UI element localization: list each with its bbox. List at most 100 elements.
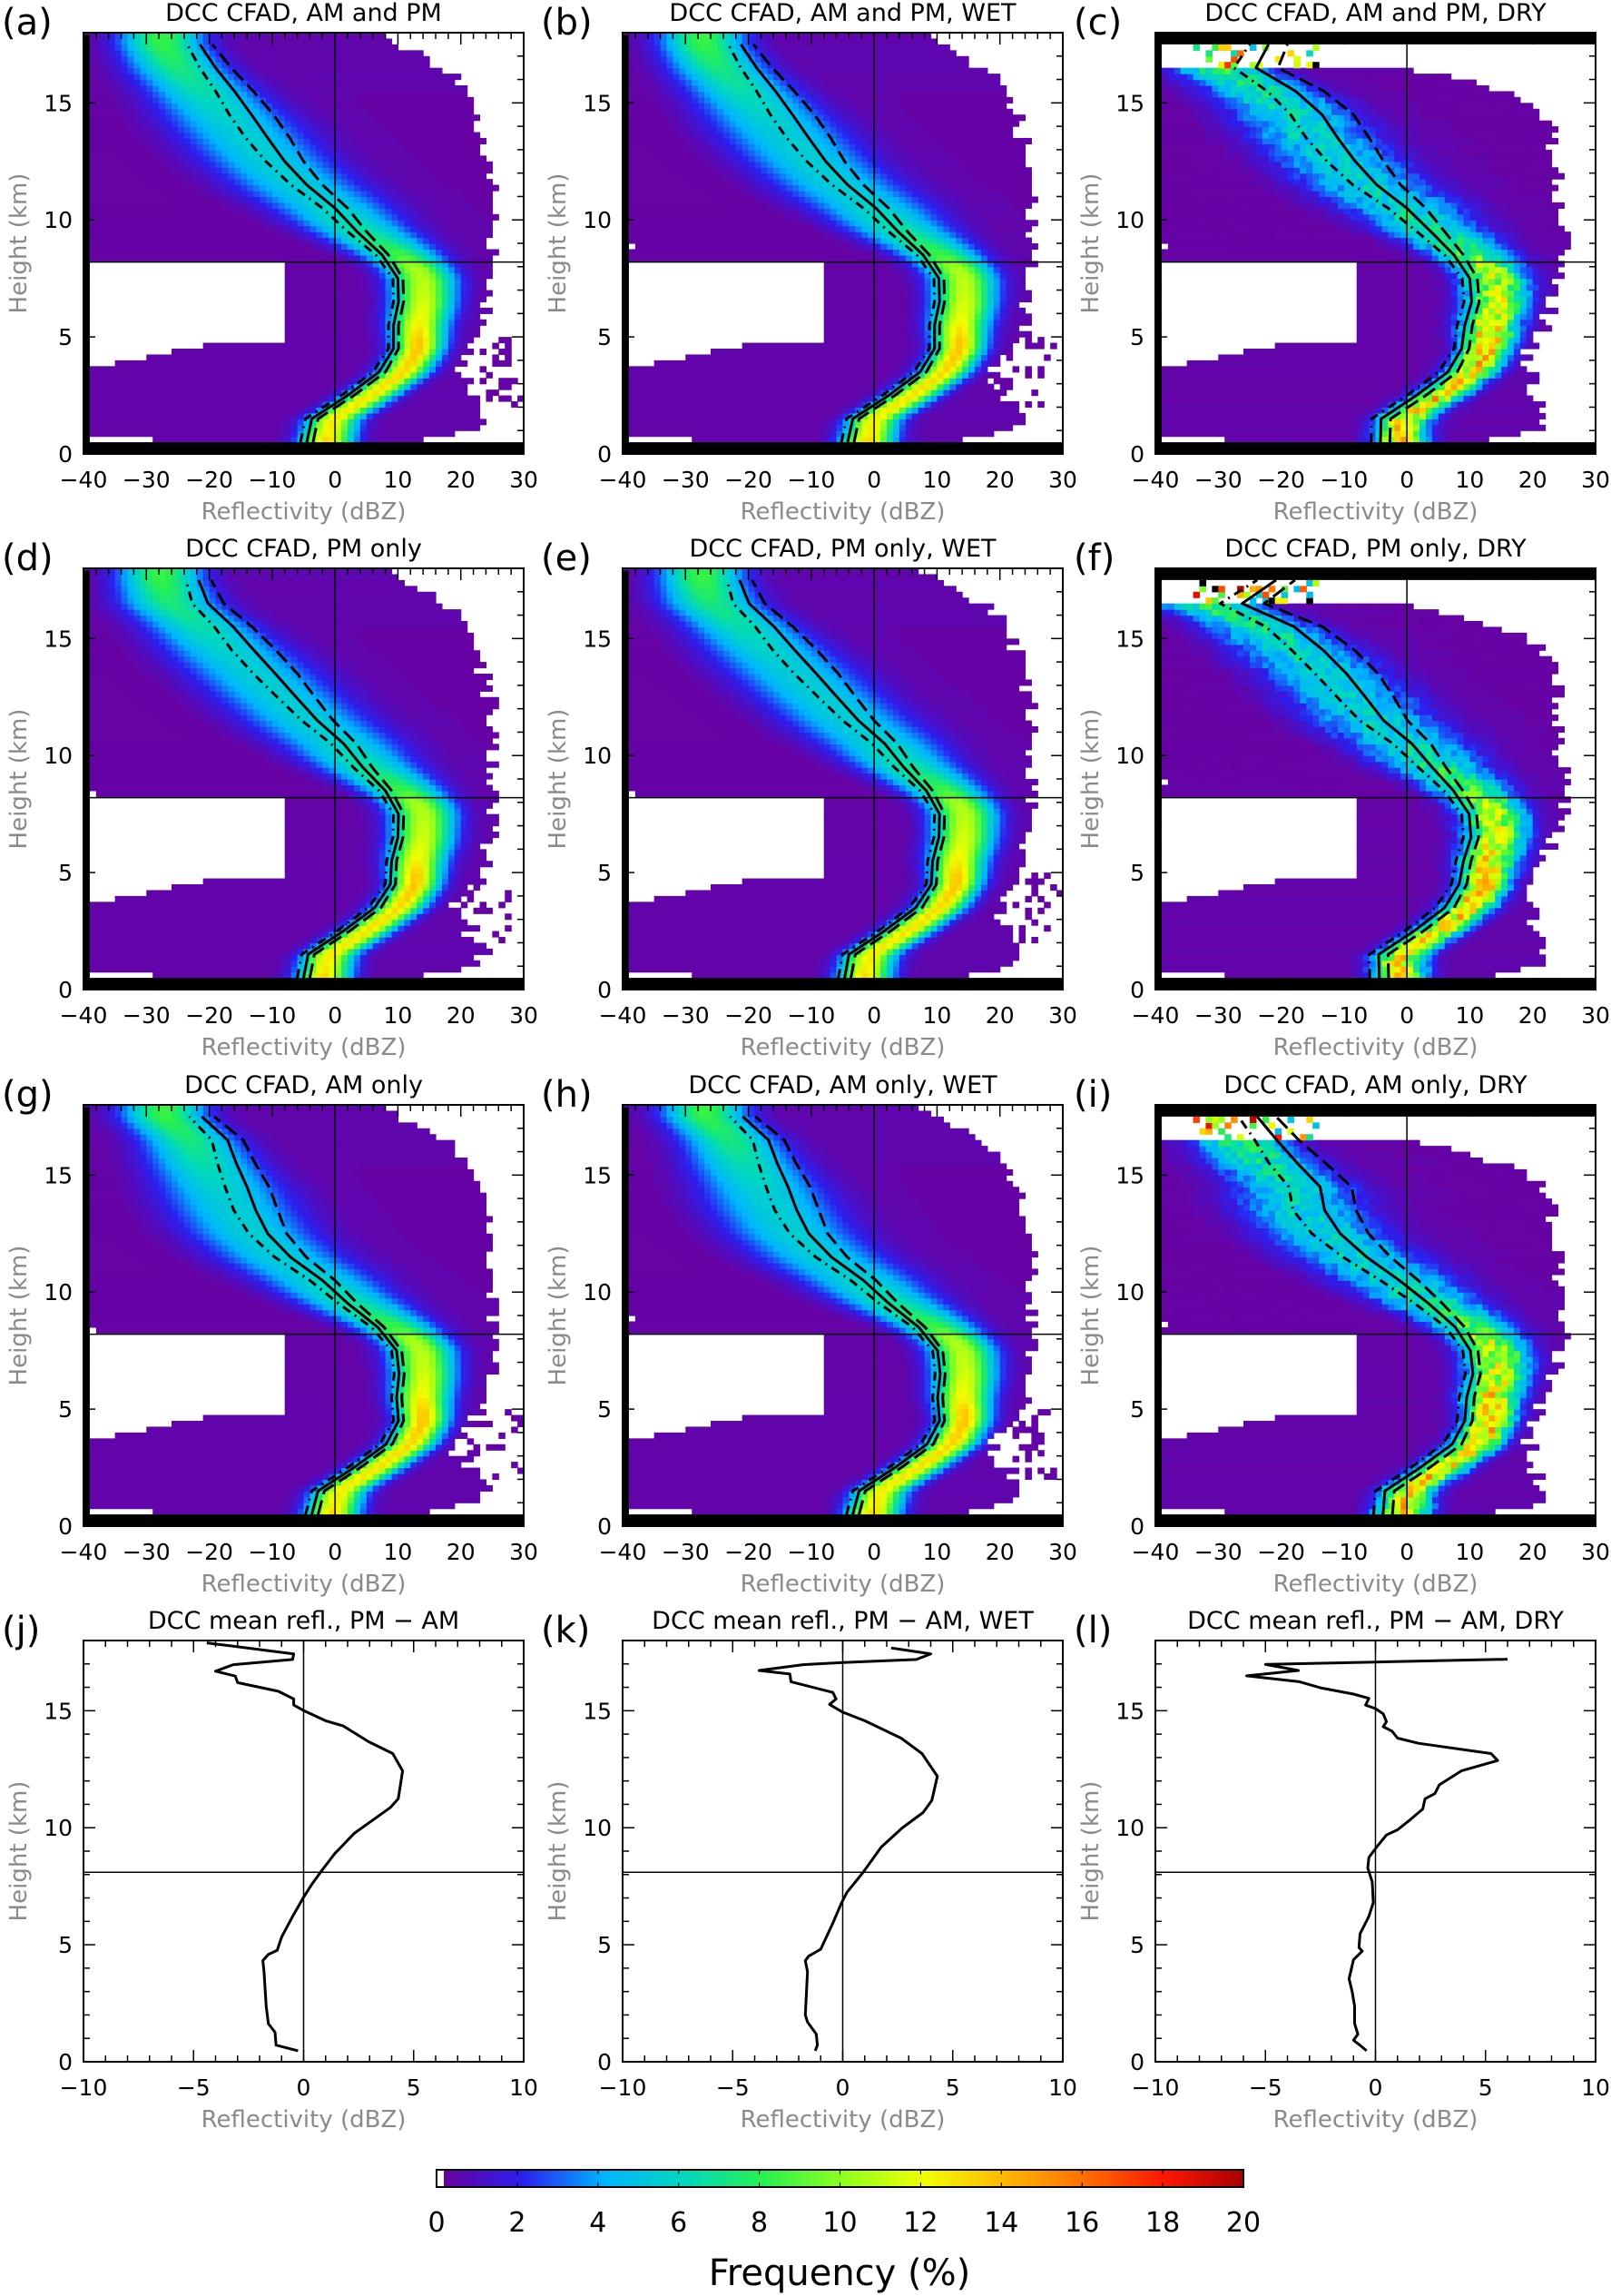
heatmap-cell (285, 430, 292, 437)
heatmap-cell (1458, 167, 1489, 173)
heatmap-cell (830, 425, 838, 431)
heatmap-cell (1288, 220, 1295, 226)
heatmap-cell (367, 401, 374, 408)
heatmap-cell (398, 185, 410, 192)
heatmap-cell (1432, 313, 1439, 320)
heatmap-cell (861, 419, 869, 425)
heatmap-cell (773, 179, 781, 185)
heatmap-cell (962, 343, 969, 350)
heatmap-cell (811, 214, 819, 221)
heatmap-cell (386, 279, 393, 285)
heatmap-cell (253, 74, 260, 80)
heatmap-cell (1508, 360, 1515, 367)
heatmap-cell (968, 325, 976, 331)
heatmap-cell (461, 313, 468, 320)
heatmap-cell (436, 360, 443, 367)
heatmap-cell (1445, 301, 1452, 308)
heatmap-cell (146, 91, 153, 97)
heatmap-cell (1432, 191, 1439, 197)
heatmap-cell (360, 279, 368, 285)
heatmap-cell (128, 38, 135, 44)
heatmap-cell (1445, 238, 1458, 244)
heatmap-cell (354, 401, 361, 408)
heatmap-cell (968, 255, 976, 261)
heatmap-cell (918, 167, 931, 173)
heatmap-cell (90, 249, 323, 255)
heatmap-cell (498, 378, 517, 384)
heatmap-cell (404, 360, 411, 367)
heatmap-cell (767, 162, 774, 168)
heatmap-cell (386, 185, 398, 192)
heatmap-cell (1533, 291, 1540, 297)
heatmap-cell (975, 378, 982, 384)
heatmap-cell (704, 50, 717, 56)
heatmap-cell (767, 179, 774, 185)
heatmap-cell (824, 80, 1001, 86)
heatmap-cell (755, 196, 768, 202)
heatmap-cell (455, 313, 462, 320)
heatmap-cell (335, 191, 342, 197)
heatmap-cell (316, 138, 323, 144)
heatmap-cell (1514, 279, 1521, 285)
heatmap-cell (1501, 349, 1508, 355)
heatmap-cell (373, 407, 380, 413)
heatmap-cell (1469, 255, 1477, 261)
heatmap-cell (918, 284, 926, 291)
heatmap-cell (956, 214, 963, 221)
heatmap-cell (392, 366, 399, 372)
heatmap-cell (1300, 196, 1307, 202)
heatmap-cell (968, 284, 976, 291)
heatmap-cell (386, 232, 393, 238)
heatmap-cell (1250, 238, 1262, 244)
heatmap-cell (1476, 325, 1483, 331)
heatmap-cell (1312, 185, 1325, 192)
heatmap-cell (210, 74, 217, 80)
heatmap-cell (1338, 202, 1351, 209)
heatmap-cell (178, 143, 185, 150)
heatmap-cell (1495, 243, 1502, 250)
heatmap-cell (767, 143, 774, 150)
heatmap-cell (285, 143, 292, 150)
heatmap-cell (962, 238, 969, 244)
heatmap-cell (1488, 208, 1508, 214)
heatmap-cell (685, 44, 693, 51)
heatmap-cell (373, 284, 380, 291)
x-tick-label: 30 (509, 467, 538, 493)
heatmap-cell (467, 313, 475, 320)
heatmap-cell (1357, 425, 1364, 431)
heatmap-cell (981, 343, 988, 350)
heatmap-cell (692, 56, 699, 63)
heatmap-cell (931, 196, 938, 202)
heatmap-cell (874, 419, 881, 425)
heatmap-cell (906, 296, 913, 302)
heatmap-cell (115, 80, 123, 86)
heatmap-cell (830, 232, 838, 238)
heatmap-cell (133, 56, 141, 63)
heatmap-cell (448, 313, 456, 320)
heatmap-cell (373, 155, 417, 162)
heatmap-cell (717, 85, 724, 92)
heatmap-cell (837, 143, 844, 150)
heatmap-cell (824, 121, 831, 127)
heatmap-cell (360, 208, 368, 214)
heatmap-cell (1419, 243, 1427, 250)
heatmap-cell (830, 214, 838, 221)
heatmap-cell (140, 97, 147, 103)
heatmap-cell (140, 50, 147, 56)
heatmap-cell (480, 284, 487, 291)
heatmap-cell (906, 267, 913, 273)
heatmap-cell (122, 85, 129, 92)
heatmap-cell (1363, 202, 1370, 209)
heatmap-cell (1464, 243, 1471, 250)
heatmap-cell (404, 372, 411, 379)
heatmap-cell (667, 56, 674, 63)
heatmap-cell (1000, 191, 1032, 197)
heatmap-cell (348, 243, 355, 250)
heatmap-cell (987, 243, 995, 250)
heatmap-cell (392, 354, 399, 360)
heatmap-cell (429, 243, 437, 250)
heatmap-cell (461, 337, 468, 343)
heatmap-cell (247, 162, 254, 168)
heatmap-cell (661, 44, 668, 51)
heatmap-cell (918, 425, 926, 431)
